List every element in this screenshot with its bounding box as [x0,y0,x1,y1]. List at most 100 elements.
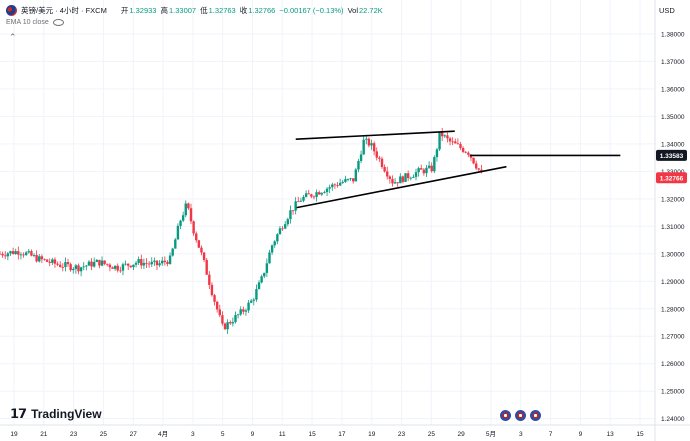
candle-body [344,179,347,182]
candle-body [281,228,284,230]
tradingview-logo[interactable]: 𝟭𝟳 TradingView [10,406,102,422]
us-flag-icon[interactable] [530,410,541,421]
candle-body [137,259,140,263]
y-tick-label: 1.27000 [661,334,685,341]
y-tick-label: 1.35000 [661,114,685,121]
candle-body [223,323,227,330]
us-flag-icon[interactable] [515,410,526,421]
candle-body [113,265,117,269]
candle-body [229,322,232,324]
candle-body [328,187,331,189]
candle-body [127,263,130,266]
candle-body [425,167,428,174]
candle-body [208,274,211,285]
candle-body [116,265,119,271]
candle-body [174,239,177,249]
price-label-box [656,172,687,184]
symbol-flag-icon [6,5,17,16]
candle-body [158,263,161,266]
candle-body [119,270,122,272]
candles [0,128,483,335]
candle-body [58,264,62,267]
candle-body [352,178,355,182]
price-label-text: 1.32766 [660,175,684,182]
x-tick-label: 11 [279,431,286,438]
candle-body [278,228,282,235]
chevron-up-icon[interactable]: ⌃ [9,32,17,42]
candle-body [440,132,444,137]
candle-body [260,276,263,283]
candle-body [365,138,368,140]
candle-body [176,225,180,240]
candle-body [48,261,51,263]
candle-body [474,163,478,169]
symbol-name[interactable]: 英镑/美元 · 4小时 · FXCM [21,6,107,15]
candle-body [401,176,405,182]
candle-body [53,259,57,264]
candle-body [197,240,201,248]
candle-body [24,252,28,256]
candle-body [320,192,324,195]
candle-body [318,192,321,195]
candle-body [124,263,127,265]
candle-body [469,154,473,158]
x-tick-label: 19 [368,431,376,438]
candle-body [56,263,59,265]
y-tick-label: 1.28000 [661,306,685,313]
x-tick-label: 9 [579,431,583,438]
candle-body [247,302,250,311]
indicator-row[interactable]: EMA 10 close [6,19,64,26]
candle-body [244,310,248,312]
high-value: 1.33007 [168,6,197,15]
y-tick-label: 1.26000 [661,361,685,368]
change-value: −0.00167 (−0.13%) [279,6,344,15]
candle-body [464,151,467,153]
candle-body [315,192,318,197]
tradingview-mark-icon: 𝟭𝟳 [10,406,27,421]
candle-body [312,196,316,198]
candle-body [181,215,185,221]
candle-body [354,169,358,182]
candle-body [294,201,297,211]
candle-body [276,234,279,242]
candle-body [370,143,373,146]
candle-body [210,284,214,296]
trendline [295,130,455,140]
candle-body [454,141,457,144]
candle-body [242,309,245,312]
trendline [296,165,507,209]
chart-grid [0,0,655,425]
x-tick-label: 25 [100,431,108,438]
candle-body [35,254,38,262]
candle-body [6,253,10,257]
candle-body [30,251,33,256]
candle-body [357,161,360,170]
currency-label[interactable]: USD [659,6,675,15]
candle-body [22,254,25,256]
x-tick-label: 7 [549,431,553,438]
candle-body [72,268,75,271]
candle-body [129,265,133,268]
candle-body [17,251,20,255]
close-value: 1.32766 [248,6,276,15]
candle-body [427,165,431,168]
x-tick-label: 5月 [486,430,496,438]
candle-body [155,260,159,266]
candle-body [187,203,190,209]
x-tick-label: 15 [308,431,316,438]
eye-icon[interactable] [52,19,64,26]
y-tick-label: 1.29000 [661,279,685,286]
candle-body [297,201,300,203]
candle-body [215,301,219,310]
candle-body [87,261,91,266]
us-flag-icon[interactable] [500,410,511,421]
candle-body [448,138,452,142]
y-tick-label: 1.31000 [661,224,685,231]
candle-body [362,139,365,155]
candle-body [307,193,310,195]
candle-body [205,259,208,275]
y-tick-label: 1.37000 [661,59,685,66]
candle-body [430,165,433,172]
candle-body [108,264,112,268]
